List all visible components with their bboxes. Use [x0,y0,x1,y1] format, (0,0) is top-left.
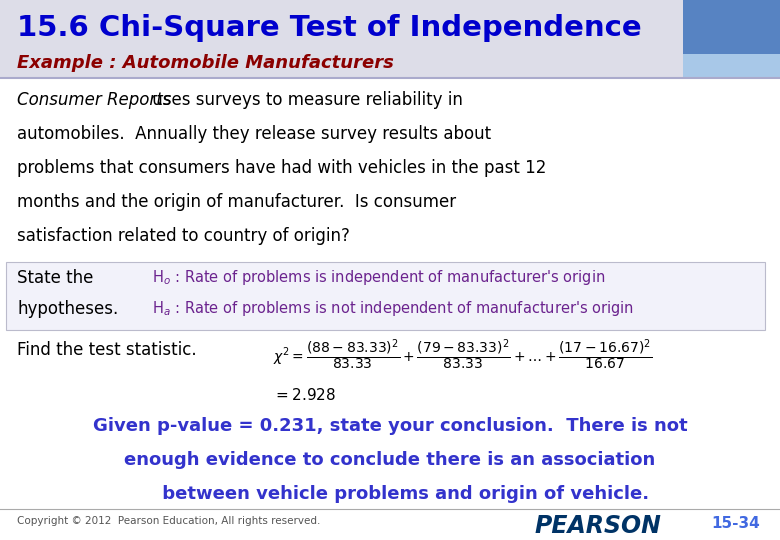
Text: $\chi^2 = \dfrac{(88-83.33)^2}{83.33} + \dfrac{(79-83.33)^2}{83.33} + \ldots + \: $\chi^2 = \dfrac{(88-83.33)^2}{83.33} + … [273,338,652,373]
Text: Find the test statistic.: Find the test statistic. [17,341,197,359]
Text: Example : Automobile Manufacturers: Example : Automobile Manufacturers [17,54,394,72]
Text: between vehicle problems and origin of vehicle.: between vehicle problems and origin of v… [131,485,649,503]
Text: State the: State the [17,269,94,287]
FancyBboxPatch shape [682,0,780,78]
Text: months and the origin of manufacturer.  Is consumer: months and the origin of manufacturer. I… [17,193,456,211]
Text: 15-34: 15-34 [711,516,760,531]
Text: problems that consumers have had with vehicles in the past 12: problems that consumers have had with ve… [17,159,547,177]
Text: Copyright © 2012  Pearson Education, All rights reserved.: Copyright © 2012 Pearson Education, All … [17,516,321,526]
Text: H$_a$ : Rate of problems is not independent of manufacturer's origin: H$_a$ : Rate of problems is not independ… [152,299,634,318]
Text: hypotheses.: hypotheses. [17,300,119,318]
Text: PEARSON: PEARSON [534,514,661,538]
Text: satisfaction related to country of origin?: satisfaction related to country of origi… [17,227,350,245]
FancyBboxPatch shape [0,0,682,78]
Text: Given p-value = 0.231, state your conclusion.  There is not: Given p-value = 0.231, state your conclu… [93,417,687,435]
FancyBboxPatch shape [682,0,780,54]
Text: uses surveys to measure reliability in: uses surveys to measure reliability in [147,91,463,109]
Text: $= 2.928$: $= 2.928$ [273,387,336,403]
FancyBboxPatch shape [6,262,765,330]
Text: Consumer Reports: Consumer Reports [17,91,172,109]
Text: enough evidence to conclude there is an association: enough evidence to conclude there is an … [124,451,656,469]
Text: automobiles.  Annually they release survey results about: automobiles. Annually they release surve… [17,125,491,143]
Text: H$_o$ : Rate of problems is independent of manufacturer's origin: H$_o$ : Rate of problems is independent … [152,268,605,287]
Text: 15.6 Chi-Square Test of Independence: 15.6 Chi-Square Test of Independence [17,14,642,42]
